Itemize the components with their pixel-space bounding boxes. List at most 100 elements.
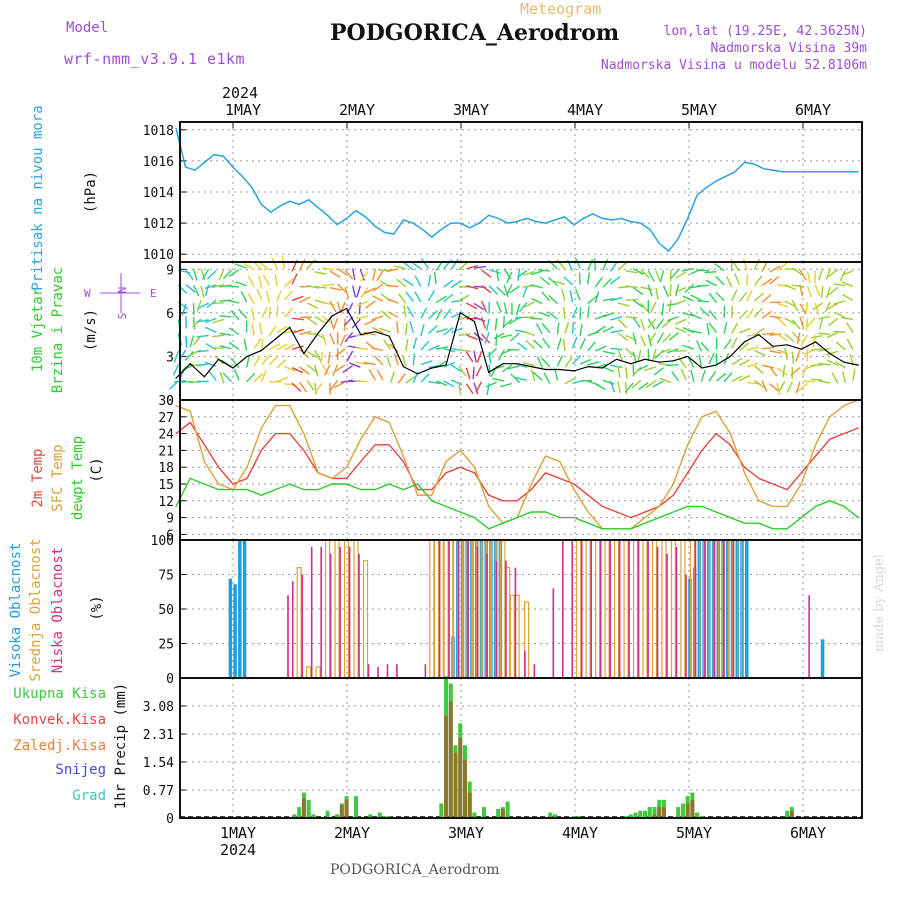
dewpt-temp-point bbox=[388, 483, 390, 485]
wind-arrow bbox=[571, 321, 575, 334]
temp-2m-point bbox=[459, 466, 461, 468]
wind-arrow bbox=[465, 367, 471, 380]
wind-arrow bbox=[761, 346, 775, 350]
y-tick-label: 0 bbox=[166, 394, 174, 409]
wind-arrow bbox=[435, 328, 448, 333]
pressure-point bbox=[810, 171, 812, 173]
wind-arrow bbox=[322, 267, 335, 271]
wind-arrow bbox=[492, 377, 505, 382]
wind-arrow bbox=[204, 361, 217, 368]
pressure-point bbox=[327, 214, 329, 216]
wind-arrow bbox=[496, 301, 502, 313]
pressure-line bbox=[175, 128, 859, 253]
wind-arrow bbox=[556, 355, 563, 367]
conv-precip-bar bbox=[467, 792, 472, 818]
wind-speed-point bbox=[431, 367, 433, 369]
temp-2m-point bbox=[246, 477, 248, 479]
low-cloud-bar bbox=[713, 540, 716, 678]
low-cloud-bar bbox=[339, 546, 341, 678]
dewpt-temp-point bbox=[814, 505, 817, 507]
wind-arrow bbox=[659, 348, 672, 354]
wind-arrow bbox=[192, 285, 200, 297]
pressure-unit: (hPa) bbox=[83, 171, 99, 213]
wind-arrow bbox=[473, 302, 485, 311]
wind-arrow bbox=[738, 342, 750, 352]
pressure-point bbox=[554, 219, 556, 221]
high-cloud-bar bbox=[745, 540, 749, 678]
wind-arrow bbox=[569, 290, 574, 303]
wind-speed-point bbox=[644, 358, 646, 360]
wind-arrow bbox=[506, 284, 513, 296]
mid-cloud-bar bbox=[623, 539, 629, 679]
wind-arrow bbox=[661, 319, 672, 329]
wind-arrow bbox=[624, 366, 629, 380]
wind-speed-point bbox=[530, 365, 532, 368]
wind-arrow bbox=[708, 292, 718, 304]
wind-arrow bbox=[531, 297, 543, 305]
wind-arrow bbox=[393, 265, 406, 270]
wind-arrow bbox=[420, 258, 430, 269]
total-precip-bar bbox=[354, 796, 359, 818]
wind-arrow bbox=[617, 381, 621, 394]
wind-arrow bbox=[510, 332, 520, 342]
pressure-point bbox=[241, 175, 243, 178]
wind-arrow bbox=[306, 379, 315, 391]
wind-arrow bbox=[506, 271, 513, 284]
conv-precip-bar bbox=[444, 716, 449, 818]
wind-arrow bbox=[625, 298, 638, 302]
wind-arrow bbox=[371, 326, 384, 334]
wind-arrow bbox=[648, 332, 657, 343]
wind-arrow bbox=[329, 286, 342, 291]
wind-arrow bbox=[587, 331, 600, 337]
wind-arrow bbox=[184, 351, 195, 361]
temp-2m-point bbox=[402, 461, 405, 463]
pressure-point bbox=[582, 217, 585, 220]
precip-unit: 1hr Precip (mm) bbox=[113, 683, 129, 809]
low-cloud-bar bbox=[358, 553, 360, 678]
wind-arrow bbox=[261, 306, 268, 319]
dewpt-temp-line bbox=[175, 477, 859, 530]
total-precip-bar bbox=[652, 807, 657, 818]
low-cloud-bar bbox=[467, 540, 469, 678]
wind-arrow bbox=[261, 338, 264, 351]
wind-arrow bbox=[516, 269, 528, 278]
temp-2m-point bbox=[758, 477, 760, 479]
wind-arrow bbox=[668, 300, 672, 313]
mid-cloud-bar bbox=[362, 560, 369, 679]
temp-2m-point bbox=[530, 489, 532, 491]
wind-arrow bbox=[563, 276, 574, 286]
dewpt-temp-point bbox=[331, 483, 333, 485]
wind-arrow bbox=[451, 299, 464, 303]
sfc-temp-point bbox=[786, 505, 788, 507]
wind-arrow bbox=[726, 276, 733, 288]
pressure-point bbox=[222, 155, 224, 157]
sfc-temp-point bbox=[260, 427, 262, 429]
wind-arrow bbox=[784, 347, 789, 360]
sfc-temp-point bbox=[715, 410, 717, 412]
pressure-point bbox=[308, 199, 310, 201]
sfc-temp-line bbox=[175, 399, 859, 530]
total-precip-bar bbox=[638, 810, 643, 818]
wind-arrow bbox=[406, 306, 414, 318]
temp-2m-point bbox=[800, 472, 802, 474]
wind-unit: (m/s) bbox=[83, 309, 99, 351]
sfc-temp-point bbox=[388, 421, 390, 423]
wind-arrow bbox=[247, 292, 255, 305]
dewpt-temp-point bbox=[573, 517, 575, 519]
wind-arrow bbox=[196, 319, 209, 323]
wind-arrow bbox=[197, 302, 210, 310]
wind-arrow bbox=[522, 362, 535, 367]
wind-arrow bbox=[690, 313, 702, 320]
bottom-x-tick-label: 4MAY bbox=[562, 824, 598, 842]
pressure-point bbox=[421, 228, 423, 230]
wind-arrow bbox=[632, 351, 637, 364]
wind-arrow bbox=[530, 369, 536, 382]
dewpt-temp-point bbox=[857, 517, 859, 519]
wind-speed-point bbox=[317, 332, 319, 334]
mid-cloud-bar bbox=[727, 539, 733, 679]
pressure-point bbox=[412, 222, 414, 224]
wind-arrow bbox=[602, 366, 615, 373]
wind-arrow bbox=[211, 334, 224, 338]
wind-arrow bbox=[682, 344, 695, 350]
wind-arrow bbox=[541, 291, 551, 302]
